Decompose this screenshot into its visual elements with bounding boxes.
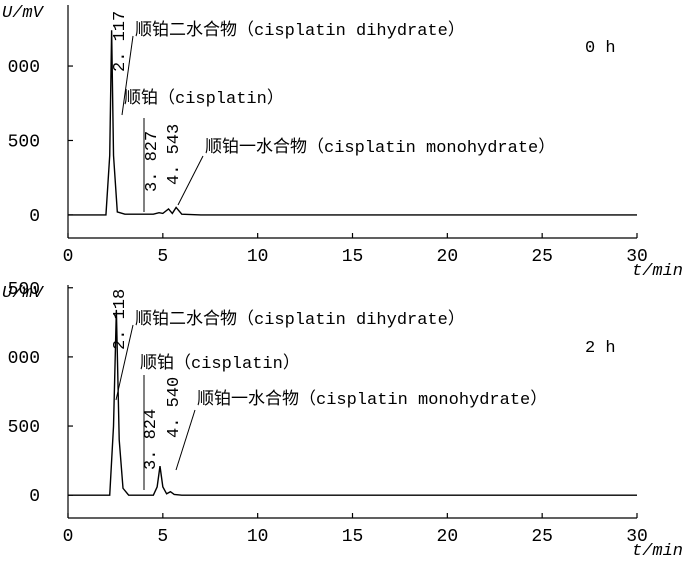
chromatogram-trace xyxy=(68,309,637,496)
x-axis-label: t/min xyxy=(632,262,683,281)
x-tick-label: 10 xyxy=(247,527,269,547)
y-tick-label: 1 000 xyxy=(0,58,40,78)
time-annotation: 0 h xyxy=(585,39,616,58)
y-tick-label: 1 000 xyxy=(0,349,40,369)
x-tick-label: 5 xyxy=(157,527,168,547)
retention-time-label: 3. 827 xyxy=(143,131,162,192)
x-tick-label: 20 xyxy=(437,527,459,547)
compound-label: 顺铂二水合物（cisplatin dihydrate） xyxy=(135,20,465,41)
leader-line xyxy=(121,35,134,116)
y-tick-label: 500 xyxy=(8,132,40,152)
compound-label: 顺铂（cisplatin） xyxy=(140,353,300,374)
compound-label: 顺铂二水合物（cisplatin dihydrate） xyxy=(135,309,465,330)
retention-time-label: 2. 118 xyxy=(111,289,130,350)
y-tick-label: 1 500 xyxy=(0,280,40,300)
time-annotation: 2 h xyxy=(585,339,616,358)
y-tick-label: 0 xyxy=(29,487,40,507)
retention-time-label: 2. 117 xyxy=(111,11,130,72)
x-tick-label: 0 xyxy=(63,527,74,547)
y-tick-label: 500 xyxy=(8,418,40,438)
retention-time-label: 4. 543 xyxy=(165,124,184,185)
compound-label: 顺铂一水合物（cisplatin monohydrate） xyxy=(205,137,555,158)
chromatogram-trace xyxy=(68,30,637,216)
leader-line xyxy=(115,324,134,401)
x-tick-label: 10 xyxy=(247,247,269,267)
leader-line xyxy=(175,409,196,471)
x-tick-label: 30 xyxy=(626,247,648,267)
x-tick-label: 5 xyxy=(157,247,168,267)
leader-line xyxy=(177,155,204,206)
x-axis-label: t/min xyxy=(632,542,683,561)
x-tick-label: 25 xyxy=(531,247,553,267)
x-tick-label: 30 xyxy=(626,527,648,547)
compound-label: 顺铂一水合物（cisplatin monohydrate） xyxy=(197,389,547,410)
retention-time-label: 4. 540 xyxy=(165,377,184,438)
x-tick-label: 20 xyxy=(437,247,459,267)
x-tick-label: 15 xyxy=(342,527,364,547)
x-tick-label: 15 xyxy=(342,247,364,267)
x-tick-label: 0 xyxy=(63,247,74,267)
y-axis-label: U/mV xyxy=(2,4,45,23)
x-tick-label: 25 xyxy=(531,527,553,547)
compound-label: 顺铂（cisplatin） xyxy=(124,88,284,109)
y-tick-label: 0 xyxy=(29,207,40,227)
y-axis-label: U/mV xyxy=(2,284,45,303)
retention-time-label: 3. 824 xyxy=(142,409,161,470)
